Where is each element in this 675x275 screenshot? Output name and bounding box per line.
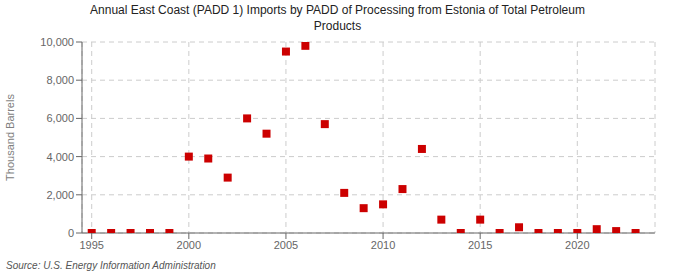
html-text:Products: Products [313, 19, 362, 33]
svg-text:0: 0 [68, 227, 74, 239]
svg-text:Thousand Barrels: Thousand Barrels [4, 94, 16, 181]
svg-text:2010: 2010 [371, 239, 395, 251]
svg-text:2000: 2000 [177, 239, 201, 251]
svg-text:2015: 2015 [468, 239, 492, 251]
svg-text:2005: 2005 [274, 239, 298, 251]
html-text:Source: U.S. Energy Informatio: Source: U.S. Energy Information Administ… [6, 260, 216, 271]
svg-text:2,000: 2,000 [46, 189, 74, 201]
svg-text:1995: 1995 [79, 239, 103, 251]
svg-text:6,000: 6,000 [46, 112, 74, 124]
svg-text:4,000: 4,000 [46, 151, 74, 163]
html-text:Annual East Coast (PADD 1) Imp: Annual East Coast (PADD 1) Imports by PA… [90, 3, 585, 17]
svg-text:10,000: 10,000 [40, 36, 74, 48]
svg-text:8,000: 8,000 [46, 74, 74, 86]
svg-text:2020: 2020 [565, 239, 589, 251]
